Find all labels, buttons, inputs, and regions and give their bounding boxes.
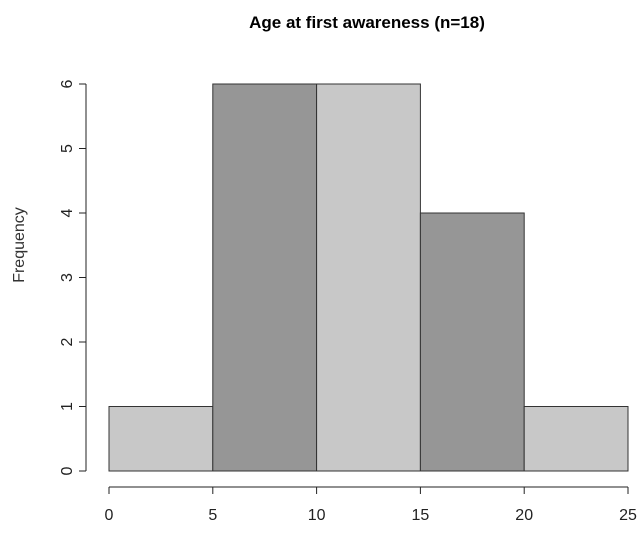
y-tick-label: 5	[59, 144, 76, 153]
histogram-bar-0	[108, 406, 214, 472]
histogram-bar-4	[523, 406, 629, 472]
x-tick-label: 5	[208, 507, 217, 524]
x-tick-label: 25	[619, 507, 637, 524]
histogram-bar-1	[212, 83, 318, 472]
histogram-bar-3	[419, 212, 525, 472]
y-tick-label: 1	[59, 402, 76, 411]
y-tick-label: 2	[59, 337, 76, 346]
histogram-bar-2	[316, 83, 421, 472]
x-tick-label: 10	[308, 507, 326, 524]
y-tick-label: 4	[59, 208, 76, 217]
y-tick-label: 6	[59, 79, 76, 88]
y-tick-label: 0	[59, 466, 76, 475]
x-tick-label: 15	[412, 507, 430, 524]
x-tick-label: 0	[105, 507, 114, 524]
y-axis-label: Frequency	[11, 207, 28, 283]
x-tick-label: 20	[515, 507, 533, 524]
bars-group	[108, 83, 629, 472]
chart-title: Age at first awareness (n=18)	[249, 13, 485, 32]
y-axis: 0 1 2 3 4 5 6	[59, 79, 87, 475]
x-axis: 0 5 10 15 20 25	[105, 486, 637, 524]
y-tick-label: 3	[59, 273, 76, 282]
